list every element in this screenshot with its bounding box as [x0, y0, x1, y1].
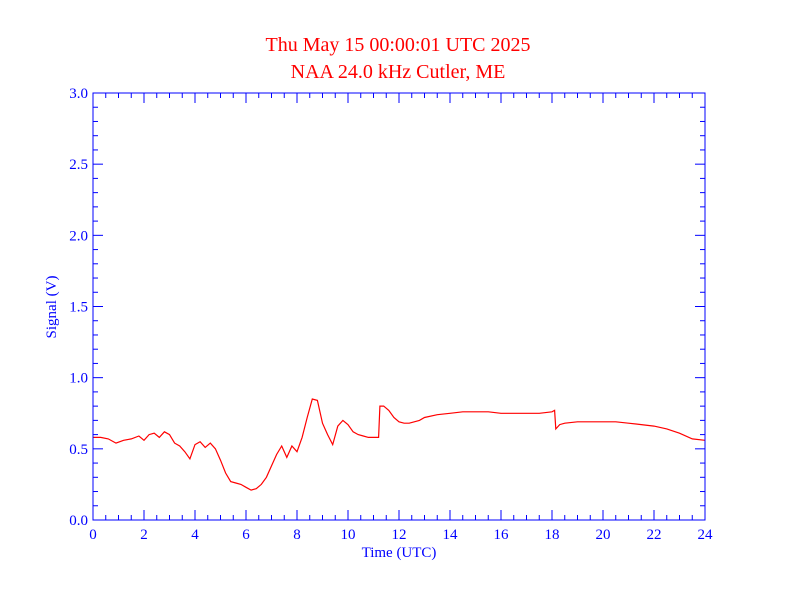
x-tick-label: 18 [545, 527, 560, 543]
x-tick-label: 4 [191, 527, 199, 543]
axis-ticks [92, 92, 706, 521]
x-tick-labels: 0 2 4 6 8 10 12 14 16 18 20 22 24 [89, 527, 713, 543]
x-tick-label: 24 [698, 527, 714, 543]
x-tick-label: 10 [341, 527, 356, 543]
y-tick-label: 1.0 [69, 371, 88, 387]
x-tick-label: 20 [596, 527, 611, 543]
x-tick-label: 0 [89, 527, 97, 543]
y-tick-label: 2.5 [69, 157, 88, 173]
x-tick-label: 12 [392, 527, 407, 543]
x-tick-label: 22 [647, 527, 662, 543]
x-axis-label: Time (UTC) [362, 545, 437, 561]
x-tick-label: 6 [242, 527, 250, 543]
x-tick-label: 8 [293, 527, 301, 543]
x-tick-label: 14 [443, 527, 459, 543]
chart-subtitle: NAA 24.0 kHz Cutler, ME [291, 61, 506, 83]
y-tick-label: 0.5 [69, 442, 88, 458]
x-tick-label: 2 [140, 527, 148, 543]
y-tick-label: 0.0 [69, 513, 88, 529]
y-tick-label: 2.0 [69, 228, 88, 244]
x-tick-label: 16 [494, 527, 510, 543]
y-tick-label: 1.5 [69, 300, 88, 316]
series-line-signal [93, 398, 706, 491]
y-tick-labels: 0.0 0.5 1.0 1.5 2.0 2.5 3.0 [69, 86, 88, 529]
plot-frame [92, 92, 706, 521]
y-axis-label: Signal (V) [44, 276, 60, 339]
y-tick-label: 3.0 [69, 86, 88, 102]
chart-title: Thu May 15 00:00:01 UTC 2025 [266, 34, 531, 56]
